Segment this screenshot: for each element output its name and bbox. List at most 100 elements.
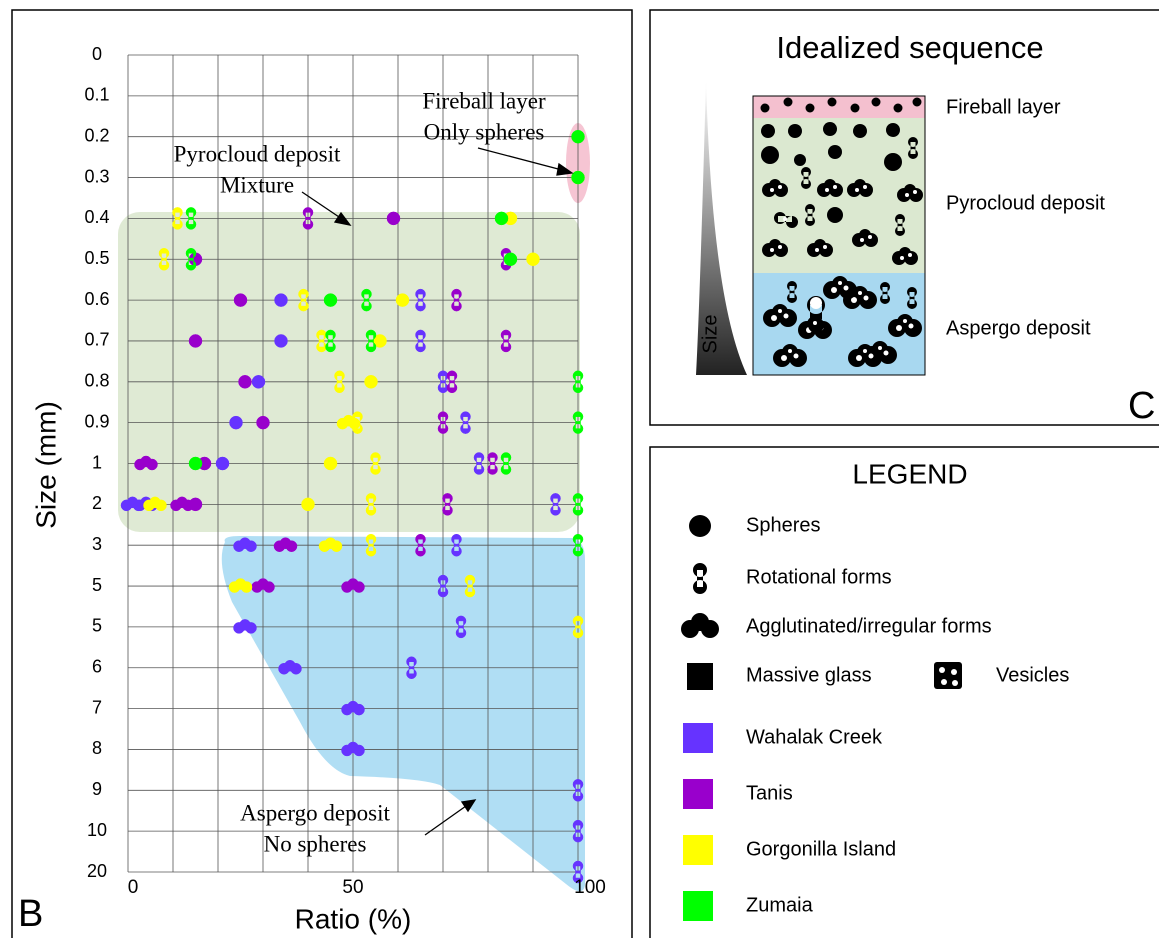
vesicle xyxy=(838,281,842,285)
layer-label: Fireball layer xyxy=(946,96,1061,118)
figure: 00.10.20.30.40.50.60.70.80.9123556789102… xyxy=(0,0,1159,938)
vesicle xyxy=(863,185,867,189)
layer-label: Aspergo deposit xyxy=(946,317,1091,339)
particle xyxy=(784,98,793,107)
y-tick-label: 10 xyxy=(87,820,107,840)
point xyxy=(504,253,517,266)
annotation: Only spheres xyxy=(424,119,545,144)
particle xyxy=(828,98,837,107)
vesicle xyxy=(844,286,849,291)
vesicle xyxy=(878,346,882,350)
x-tick-label: 100 xyxy=(574,877,606,898)
legend-swatch xyxy=(683,835,713,865)
particle xyxy=(872,98,881,107)
panel-label: C xyxy=(1128,385,1155,427)
legend-label: Zumaia xyxy=(746,894,814,916)
legend-icon xyxy=(693,563,707,594)
legend-swatch xyxy=(683,891,713,921)
y-tick-label: 7 xyxy=(92,697,102,717)
annotation: Fireball layer xyxy=(422,88,546,113)
point xyxy=(302,498,315,511)
legend-label: Rotational forms xyxy=(746,566,892,588)
layer-label: Pyrocloud deposit xyxy=(946,192,1105,214)
y-tick-label: 0.5 xyxy=(84,248,109,268)
arrow xyxy=(425,806,466,835)
point xyxy=(572,130,585,143)
point xyxy=(189,334,202,347)
legend-label: Gorgonilla Island xyxy=(746,838,896,860)
vesicle xyxy=(855,188,859,192)
vesicle xyxy=(833,185,837,189)
particle xyxy=(851,104,860,113)
y-tick-label: 0.3 xyxy=(84,166,109,186)
vesicle xyxy=(778,185,782,189)
vesicle xyxy=(810,297,822,309)
legend-vesicle xyxy=(941,679,947,685)
vesicle xyxy=(905,193,909,197)
point xyxy=(324,294,337,307)
point xyxy=(189,457,202,470)
panel-title: Idealized sequence xyxy=(776,30,1043,65)
particle xyxy=(853,124,867,138)
y-axis-label: Size (mm) xyxy=(30,401,61,529)
legend-label: Agglutinated/irregular forms xyxy=(746,615,992,637)
vesicle xyxy=(903,319,907,323)
annotation: Mixture xyxy=(220,172,294,197)
legend-icon xyxy=(681,613,719,638)
annotation: Aspergo deposit xyxy=(240,800,390,825)
vesicle xyxy=(860,238,864,242)
vesicle xyxy=(825,188,829,192)
vesicle xyxy=(896,325,902,331)
panel-frame xyxy=(650,447,1159,938)
point xyxy=(234,294,247,307)
vesicle xyxy=(784,314,789,319)
legend-swatch xyxy=(683,723,713,753)
point xyxy=(365,375,378,388)
annotation: Pyrocloud deposit xyxy=(174,141,341,166)
y-tick-label: 0.9 xyxy=(84,411,109,431)
legend-title: LEGEND xyxy=(852,458,967,489)
y-tick-label: 0 xyxy=(92,44,102,64)
legend-label: Spheres xyxy=(746,514,821,536)
y-tick-label: 0.1 xyxy=(84,85,109,105)
arrow xyxy=(478,148,562,170)
vesicle xyxy=(831,287,837,293)
particle xyxy=(823,122,837,136)
point xyxy=(239,375,252,388)
vesicle xyxy=(909,324,914,329)
vesicle xyxy=(781,355,787,361)
particle xyxy=(886,123,900,137)
vesicle xyxy=(823,245,827,249)
legend-icon xyxy=(934,662,962,689)
point xyxy=(189,498,202,511)
vesicle xyxy=(900,256,904,260)
vesicle xyxy=(863,349,867,353)
particle xyxy=(894,104,903,113)
vesicle xyxy=(856,355,862,361)
point xyxy=(572,171,585,184)
particle xyxy=(884,153,902,171)
vesicle xyxy=(913,190,917,194)
particle xyxy=(761,104,770,113)
vesicle xyxy=(813,321,817,325)
legend-label: Tanis xyxy=(746,782,793,804)
vesicle xyxy=(778,245,782,249)
legend-icon xyxy=(689,515,711,537)
legend-vesicle xyxy=(939,667,945,673)
point xyxy=(387,212,400,225)
legend-vesicle xyxy=(952,680,958,686)
legend-vesicle xyxy=(951,669,957,675)
vesicle xyxy=(869,354,874,359)
vesicle xyxy=(858,291,862,295)
annotation: No spheres xyxy=(264,831,367,856)
y-tick-label: 3 xyxy=(92,534,102,554)
vesicle xyxy=(778,309,782,313)
point xyxy=(396,294,409,307)
particle xyxy=(828,145,842,159)
y-tick-label: 0.4 xyxy=(84,207,109,227)
y-tick-label: 5 xyxy=(92,575,102,595)
vesicle xyxy=(908,253,912,257)
vesicle xyxy=(770,248,774,252)
particle xyxy=(761,146,779,164)
vesicle xyxy=(864,296,869,301)
